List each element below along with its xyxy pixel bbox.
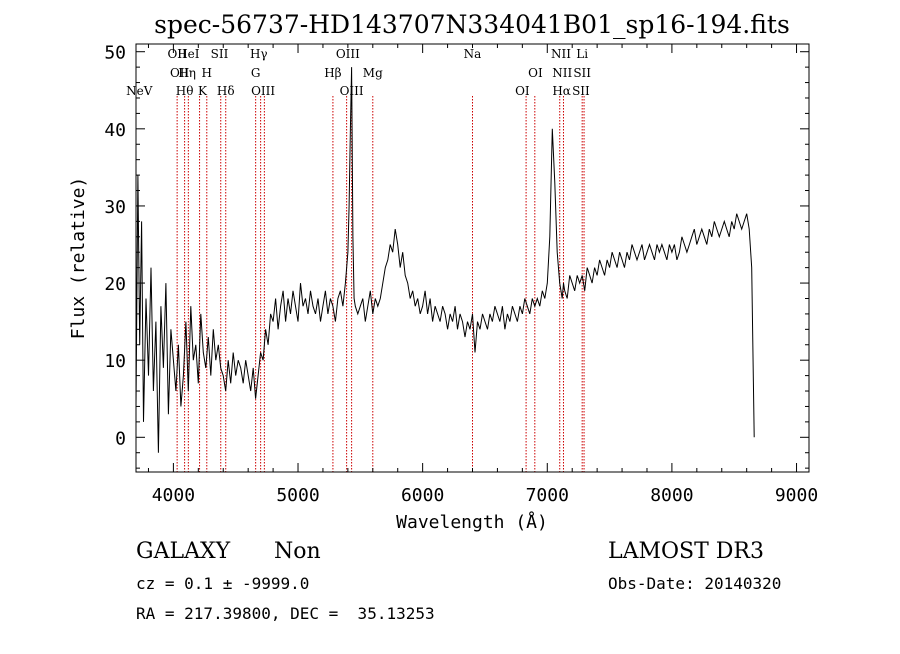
x-tick-label: 5000	[276, 485, 319, 506]
marker-label: Hδ	[217, 84, 235, 98]
marker-label: H	[202, 66, 212, 80]
spectrum-series	[135, 67, 755, 453]
x-tick-label: 9000	[775, 485, 818, 506]
marker-label: NII	[551, 47, 571, 61]
y-tick-label: 20	[104, 274, 126, 295]
marker-label: Li	[576, 47, 588, 61]
marker-label: SII	[572, 84, 590, 98]
marker-label: Hη	[178, 66, 196, 80]
x-axis-label: Wavelength (Å)	[396, 511, 548, 533]
y-tick-label: 10	[104, 351, 126, 372]
marker-label: OI	[515, 84, 530, 98]
obs-date-text: Obs-Date: 20140320	[608, 574, 782, 593]
marker-label: Na	[464, 47, 482, 61]
line-markers: NeVOIIOIIHθHeIHηKHSIIHδHγGOIIIOIIIHβOIII…	[126, 47, 591, 472]
subclass-label: Non	[274, 539, 321, 564]
marker-label: OII	[170, 66, 190, 80]
y-tick-label: 30	[104, 197, 126, 218]
marker-label: OI	[528, 66, 543, 80]
x-tick-label: 8000	[650, 485, 693, 506]
marker-label: OII	[167, 47, 187, 61]
marker-label: Hγ	[250, 47, 268, 61]
marker-label: SII	[573, 66, 591, 80]
marker-label: K	[198, 84, 208, 98]
marker-label: Hβ	[324, 66, 341, 80]
marker-label: OIII	[336, 47, 360, 61]
marker-label: G	[251, 66, 261, 80]
marker-label: HeI	[177, 47, 200, 61]
marker-label: Mg	[363, 66, 383, 80]
spectrum-line	[135, 67, 755, 453]
y-tick-label: 50	[104, 43, 126, 64]
y-tick-label: 40	[104, 120, 126, 141]
marker-label: Hθ	[176, 84, 194, 98]
x-tick-label: 7000	[526, 485, 569, 506]
class-label: GALAXY	[136, 539, 231, 564]
marker-label: NII	[552, 66, 572, 80]
x-tick-label: 4000	[152, 485, 195, 506]
marker-label: NeV	[126, 84, 153, 98]
axis-ticks: 4000 5000 6000 7000 8000 9000 0 10 20 30 40 50	[104, 43, 818, 506]
marker-label: OIII	[251, 84, 275, 98]
marker-label: Hα	[552, 84, 571, 98]
survey-label: LAMOST DR3	[608, 539, 764, 564]
coordinates-text: RA = 217.39800, DEC = 35.13253	[136, 604, 435, 623]
marker-label: SII	[211, 47, 229, 61]
y-axis-label: Flux (relative)	[68, 177, 89, 340]
redshift-text: cz = 0.1 ± -9999.0	[136, 574, 310, 593]
chart-title: spec-56737-HD143707N334041B01_sp16-194.f…	[154, 10, 790, 39]
x-tick-label: 6000	[401, 485, 444, 506]
y-tick-label: 0	[115, 428, 126, 449]
